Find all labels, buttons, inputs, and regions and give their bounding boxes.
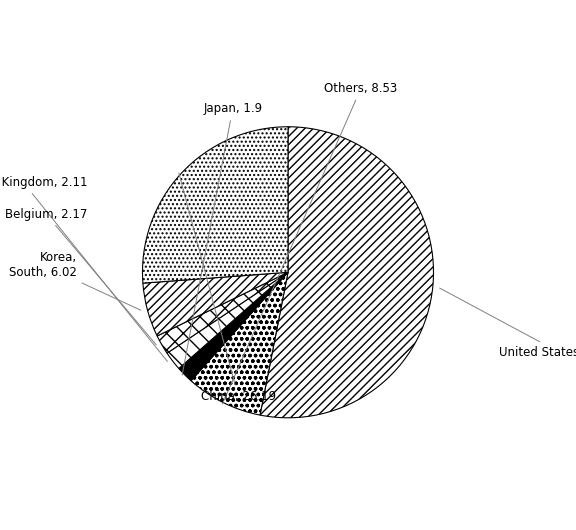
Wedge shape xyxy=(179,272,288,381)
Text: Japan, 1.9: Japan, 1.9 xyxy=(182,102,262,375)
Text: Belgium, 2.17: Belgium, 2.17 xyxy=(5,208,156,345)
Text: United States, 53.08: United States, 53.08 xyxy=(439,288,576,359)
Wedge shape xyxy=(191,272,288,415)
Text: China, 26.19: China, 26.19 xyxy=(179,173,276,403)
Wedge shape xyxy=(143,272,288,336)
Text: United Kingdom, 2.11: United Kingdom, 2.11 xyxy=(0,175,168,361)
Wedge shape xyxy=(167,272,288,368)
Text: Others, 8.53: Others, 8.53 xyxy=(222,82,397,404)
Wedge shape xyxy=(260,127,434,418)
Text: Korea,
South, 6.02: Korea, South, 6.02 xyxy=(9,251,141,310)
Wedge shape xyxy=(157,272,288,353)
Wedge shape xyxy=(142,127,288,283)
